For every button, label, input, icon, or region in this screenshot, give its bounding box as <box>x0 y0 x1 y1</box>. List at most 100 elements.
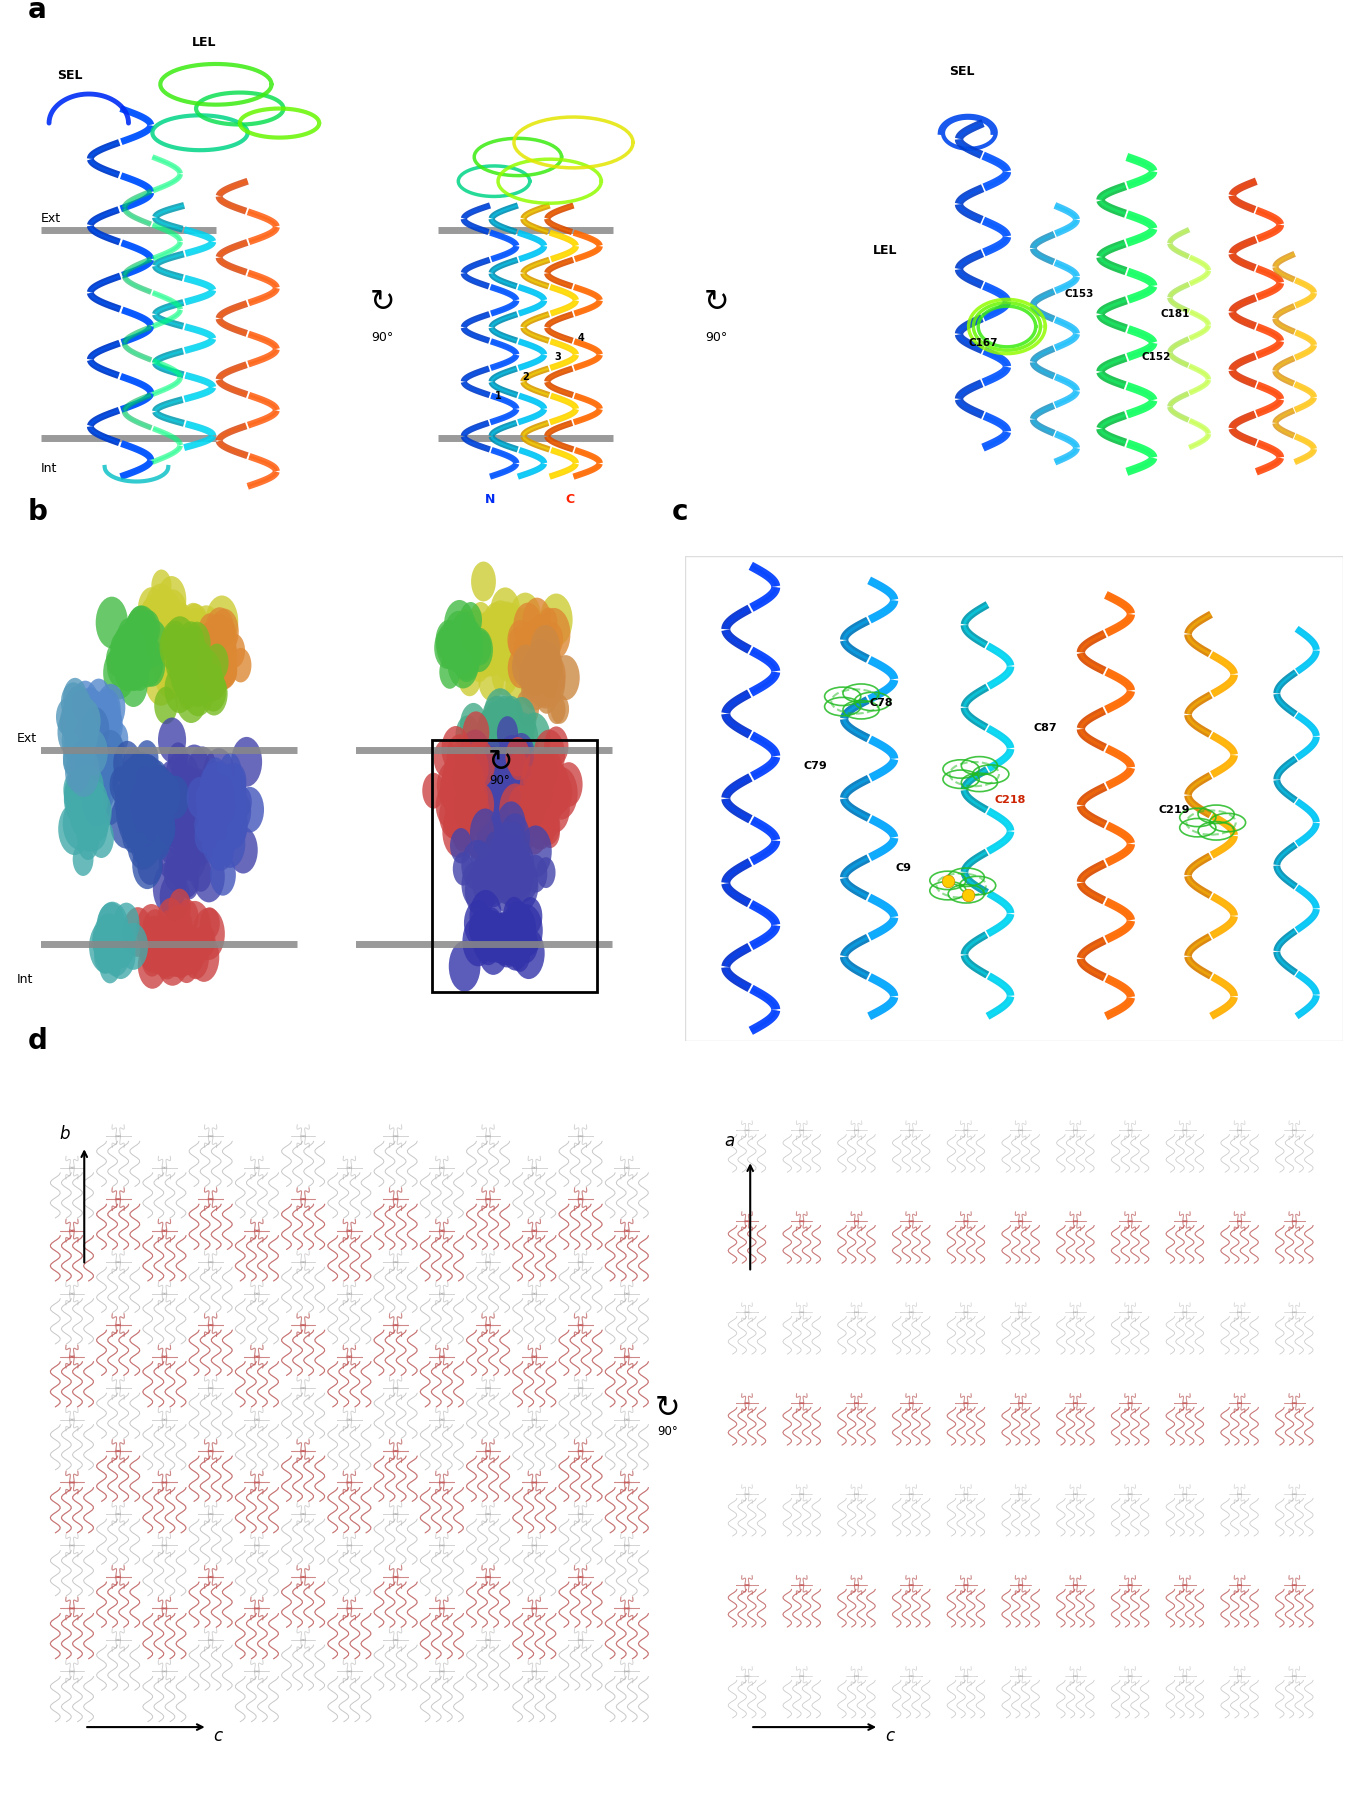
Text: ↻: ↻ <box>370 287 396 318</box>
Ellipse shape <box>78 728 108 775</box>
Ellipse shape <box>445 624 475 675</box>
Ellipse shape <box>453 757 484 804</box>
Ellipse shape <box>223 633 245 667</box>
Ellipse shape <box>211 635 237 675</box>
Ellipse shape <box>497 802 526 849</box>
Ellipse shape <box>81 807 108 850</box>
Ellipse shape <box>97 705 123 746</box>
Ellipse shape <box>526 667 547 700</box>
Ellipse shape <box>200 761 232 814</box>
Ellipse shape <box>64 700 85 732</box>
Ellipse shape <box>64 712 97 764</box>
Ellipse shape <box>463 770 486 807</box>
Ellipse shape <box>460 791 482 825</box>
Ellipse shape <box>86 804 110 841</box>
Ellipse shape <box>508 734 529 766</box>
Ellipse shape <box>485 640 503 669</box>
Ellipse shape <box>118 619 138 651</box>
Ellipse shape <box>521 666 548 710</box>
Ellipse shape <box>206 771 225 800</box>
Ellipse shape <box>115 633 140 675</box>
Ellipse shape <box>67 691 97 737</box>
Ellipse shape <box>493 770 523 818</box>
Ellipse shape <box>527 658 556 703</box>
Ellipse shape <box>518 712 551 766</box>
Ellipse shape <box>141 927 169 971</box>
Ellipse shape <box>215 791 234 820</box>
Ellipse shape <box>201 809 222 843</box>
Ellipse shape <box>538 644 562 682</box>
Ellipse shape <box>445 624 474 671</box>
Ellipse shape <box>523 777 555 827</box>
Ellipse shape <box>169 743 188 775</box>
Ellipse shape <box>164 642 192 685</box>
Ellipse shape <box>159 633 185 675</box>
Ellipse shape <box>158 910 179 945</box>
Ellipse shape <box>506 766 532 807</box>
Ellipse shape <box>440 655 460 689</box>
Ellipse shape <box>508 648 533 689</box>
Ellipse shape <box>523 666 545 701</box>
Ellipse shape <box>534 640 562 687</box>
Ellipse shape <box>456 782 482 825</box>
Ellipse shape <box>456 759 477 791</box>
Ellipse shape <box>204 614 234 662</box>
Ellipse shape <box>499 784 532 834</box>
Ellipse shape <box>537 669 558 703</box>
Text: Ext: Ext <box>41 212 62 224</box>
Ellipse shape <box>208 630 237 676</box>
Ellipse shape <box>122 619 145 655</box>
Ellipse shape <box>156 576 186 623</box>
Ellipse shape <box>177 640 208 692</box>
Ellipse shape <box>466 628 493 673</box>
Ellipse shape <box>178 680 196 710</box>
Ellipse shape <box>118 797 149 847</box>
Ellipse shape <box>188 746 216 793</box>
Ellipse shape <box>203 644 230 687</box>
Ellipse shape <box>147 624 175 671</box>
Ellipse shape <box>184 623 211 666</box>
Ellipse shape <box>496 606 525 651</box>
Ellipse shape <box>477 813 500 850</box>
Ellipse shape <box>508 626 527 658</box>
Ellipse shape <box>508 734 534 775</box>
Ellipse shape <box>500 761 523 797</box>
Ellipse shape <box>181 608 211 658</box>
Ellipse shape <box>479 908 503 944</box>
Ellipse shape <box>207 628 227 662</box>
Ellipse shape <box>485 854 503 883</box>
Ellipse shape <box>188 825 214 867</box>
Ellipse shape <box>140 782 164 820</box>
Ellipse shape <box>211 804 233 840</box>
Ellipse shape <box>73 716 105 770</box>
Ellipse shape <box>164 666 195 714</box>
Ellipse shape <box>156 942 179 980</box>
Ellipse shape <box>523 750 555 802</box>
Ellipse shape <box>452 748 474 784</box>
Ellipse shape <box>122 614 152 664</box>
Ellipse shape <box>507 809 527 845</box>
Ellipse shape <box>204 757 226 793</box>
Ellipse shape <box>481 712 500 743</box>
Ellipse shape <box>473 635 493 667</box>
Ellipse shape <box>490 922 518 965</box>
Ellipse shape <box>147 926 171 967</box>
Ellipse shape <box>533 748 558 789</box>
Ellipse shape <box>529 646 548 676</box>
Ellipse shape <box>86 710 116 759</box>
Ellipse shape <box>230 648 252 682</box>
Ellipse shape <box>85 764 115 813</box>
Ellipse shape <box>177 924 197 958</box>
Ellipse shape <box>500 806 532 856</box>
Ellipse shape <box>449 940 481 992</box>
Text: C152: C152 <box>1141 352 1170 362</box>
Text: C78: C78 <box>869 698 893 709</box>
Ellipse shape <box>163 775 189 818</box>
Ellipse shape <box>160 800 184 838</box>
Ellipse shape <box>169 639 192 676</box>
Ellipse shape <box>203 802 225 838</box>
Text: 4: 4 <box>578 334 585 343</box>
Ellipse shape <box>151 773 173 809</box>
Ellipse shape <box>232 737 262 788</box>
Ellipse shape <box>204 811 227 849</box>
